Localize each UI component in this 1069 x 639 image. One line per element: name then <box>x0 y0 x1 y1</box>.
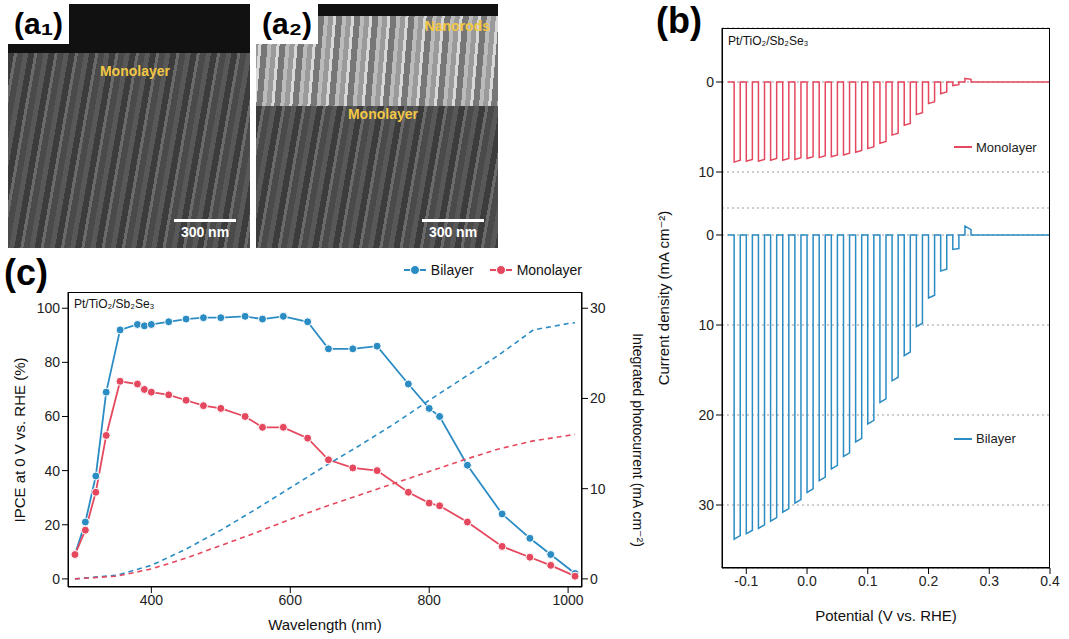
svg-text:0: 0 <box>706 74 714 90</box>
svg-text:400: 400 <box>140 592 164 608</box>
svg-text:100: 100 <box>37 300 61 316</box>
svg-text:30: 30 <box>698 497 714 513</box>
svg-text:20: 20 <box>44 517 60 533</box>
html-text:Pt/TiO₂/Sb₂Se₃: Pt/TiO₂/Sb₂Se₃ <box>74 297 155 311</box>
html-text:(a₂): (a₂) <box>262 7 312 40</box>
svg-text:600: 600 <box>279 592 303 608</box>
svg-text:0.0: 0.0 <box>797 573 817 589</box>
svg-text:0: 0 <box>706 227 714 243</box>
svg-text:800: 800 <box>418 592 442 608</box>
svg-text:1000: 1000 <box>553 592 584 608</box>
svg-text:20: 20 <box>590 390 606 406</box>
html-text:Nanorods: Nanorods <box>424 18 490 34</box>
svg-text:30: 30 <box>590 300 606 316</box>
html-text:Pt/TiO₂/Sb₂Se₃: Pt/TiO₂/Sb₂Se₃ <box>728 34 809 48</box>
html-text:300 nm: 300 nm <box>180 224 230 240</box>
html-text:Monolayer: Monolayer <box>348 106 418 123</box>
svg-text:Potential (V vs. RHE): Potential (V vs. RHE) <box>815 607 957 624</box>
svg-text:10: 10 <box>698 164 714 180</box>
svg-text:0: 0 <box>590 571 598 587</box>
html-text:(a₁): (a₁) <box>14 7 64 40</box>
svg-text:0.3: 0.3 <box>980 573 1000 589</box>
html-text:Monolayer: Monolayer <box>100 62 170 79</box>
svg-text:20: 20 <box>698 407 714 423</box>
svg-text:Wavelength (nm): Wavelength (nm) <box>268 616 382 633</box>
html-text:Current density (mA cm⁻²): Current density (mA cm⁻²) <box>655 210 672 386</box>
svg-text:0.1: 0.1 <box>858 573 878 589</box>
html-text:(b): (b) <box>656 0 702 41</box>
svg-text:0.2: 0.2 <box>919 573 939 589</box>
svg-text:60: 60 <box>44 408 60 424</box>
html-text:Bilayer: Bilayer <box>430 262 474 278</box>
html-text:300 nm: 300 nm <box>428 224 478 240</box>
html-text:Monolayer: Monolayer <box>516 262 582 278</box>
svg-text:-0.1: -0.1 <box>734 573 758 589</box>
html-text:(c): (c) <box>4 252 48 293</box>
svg-text:40: 40 <box>44 463 60 479</box>
svg-text:80: 80 <box>44 354 60 370</box>
html-text:Integrated photocurrent (mA cm: Integrated photocurrent (mA cm⁻²) <box>630 332 646 547</box>
svg-text:0.4: 0.4 <box>1040 573 1060 589</box>
html-text:Bilayer: Bilayer <box>976 431 1016 447</box>
svg-text:10: 10 <box>698 317 714 333</box>
svg-text:10: 10 <box>590 481 606 497</box>
html-text:IPCE at 0 V vs. RHE (%): IPCE at 0 V vs. RHE (%) <box>11 357 28 522</box>
html-text:Monolayer: Monolayer <box>976 139 1037 155</box>
svg-text:0: 0 <box>52 571 60 587</box>
